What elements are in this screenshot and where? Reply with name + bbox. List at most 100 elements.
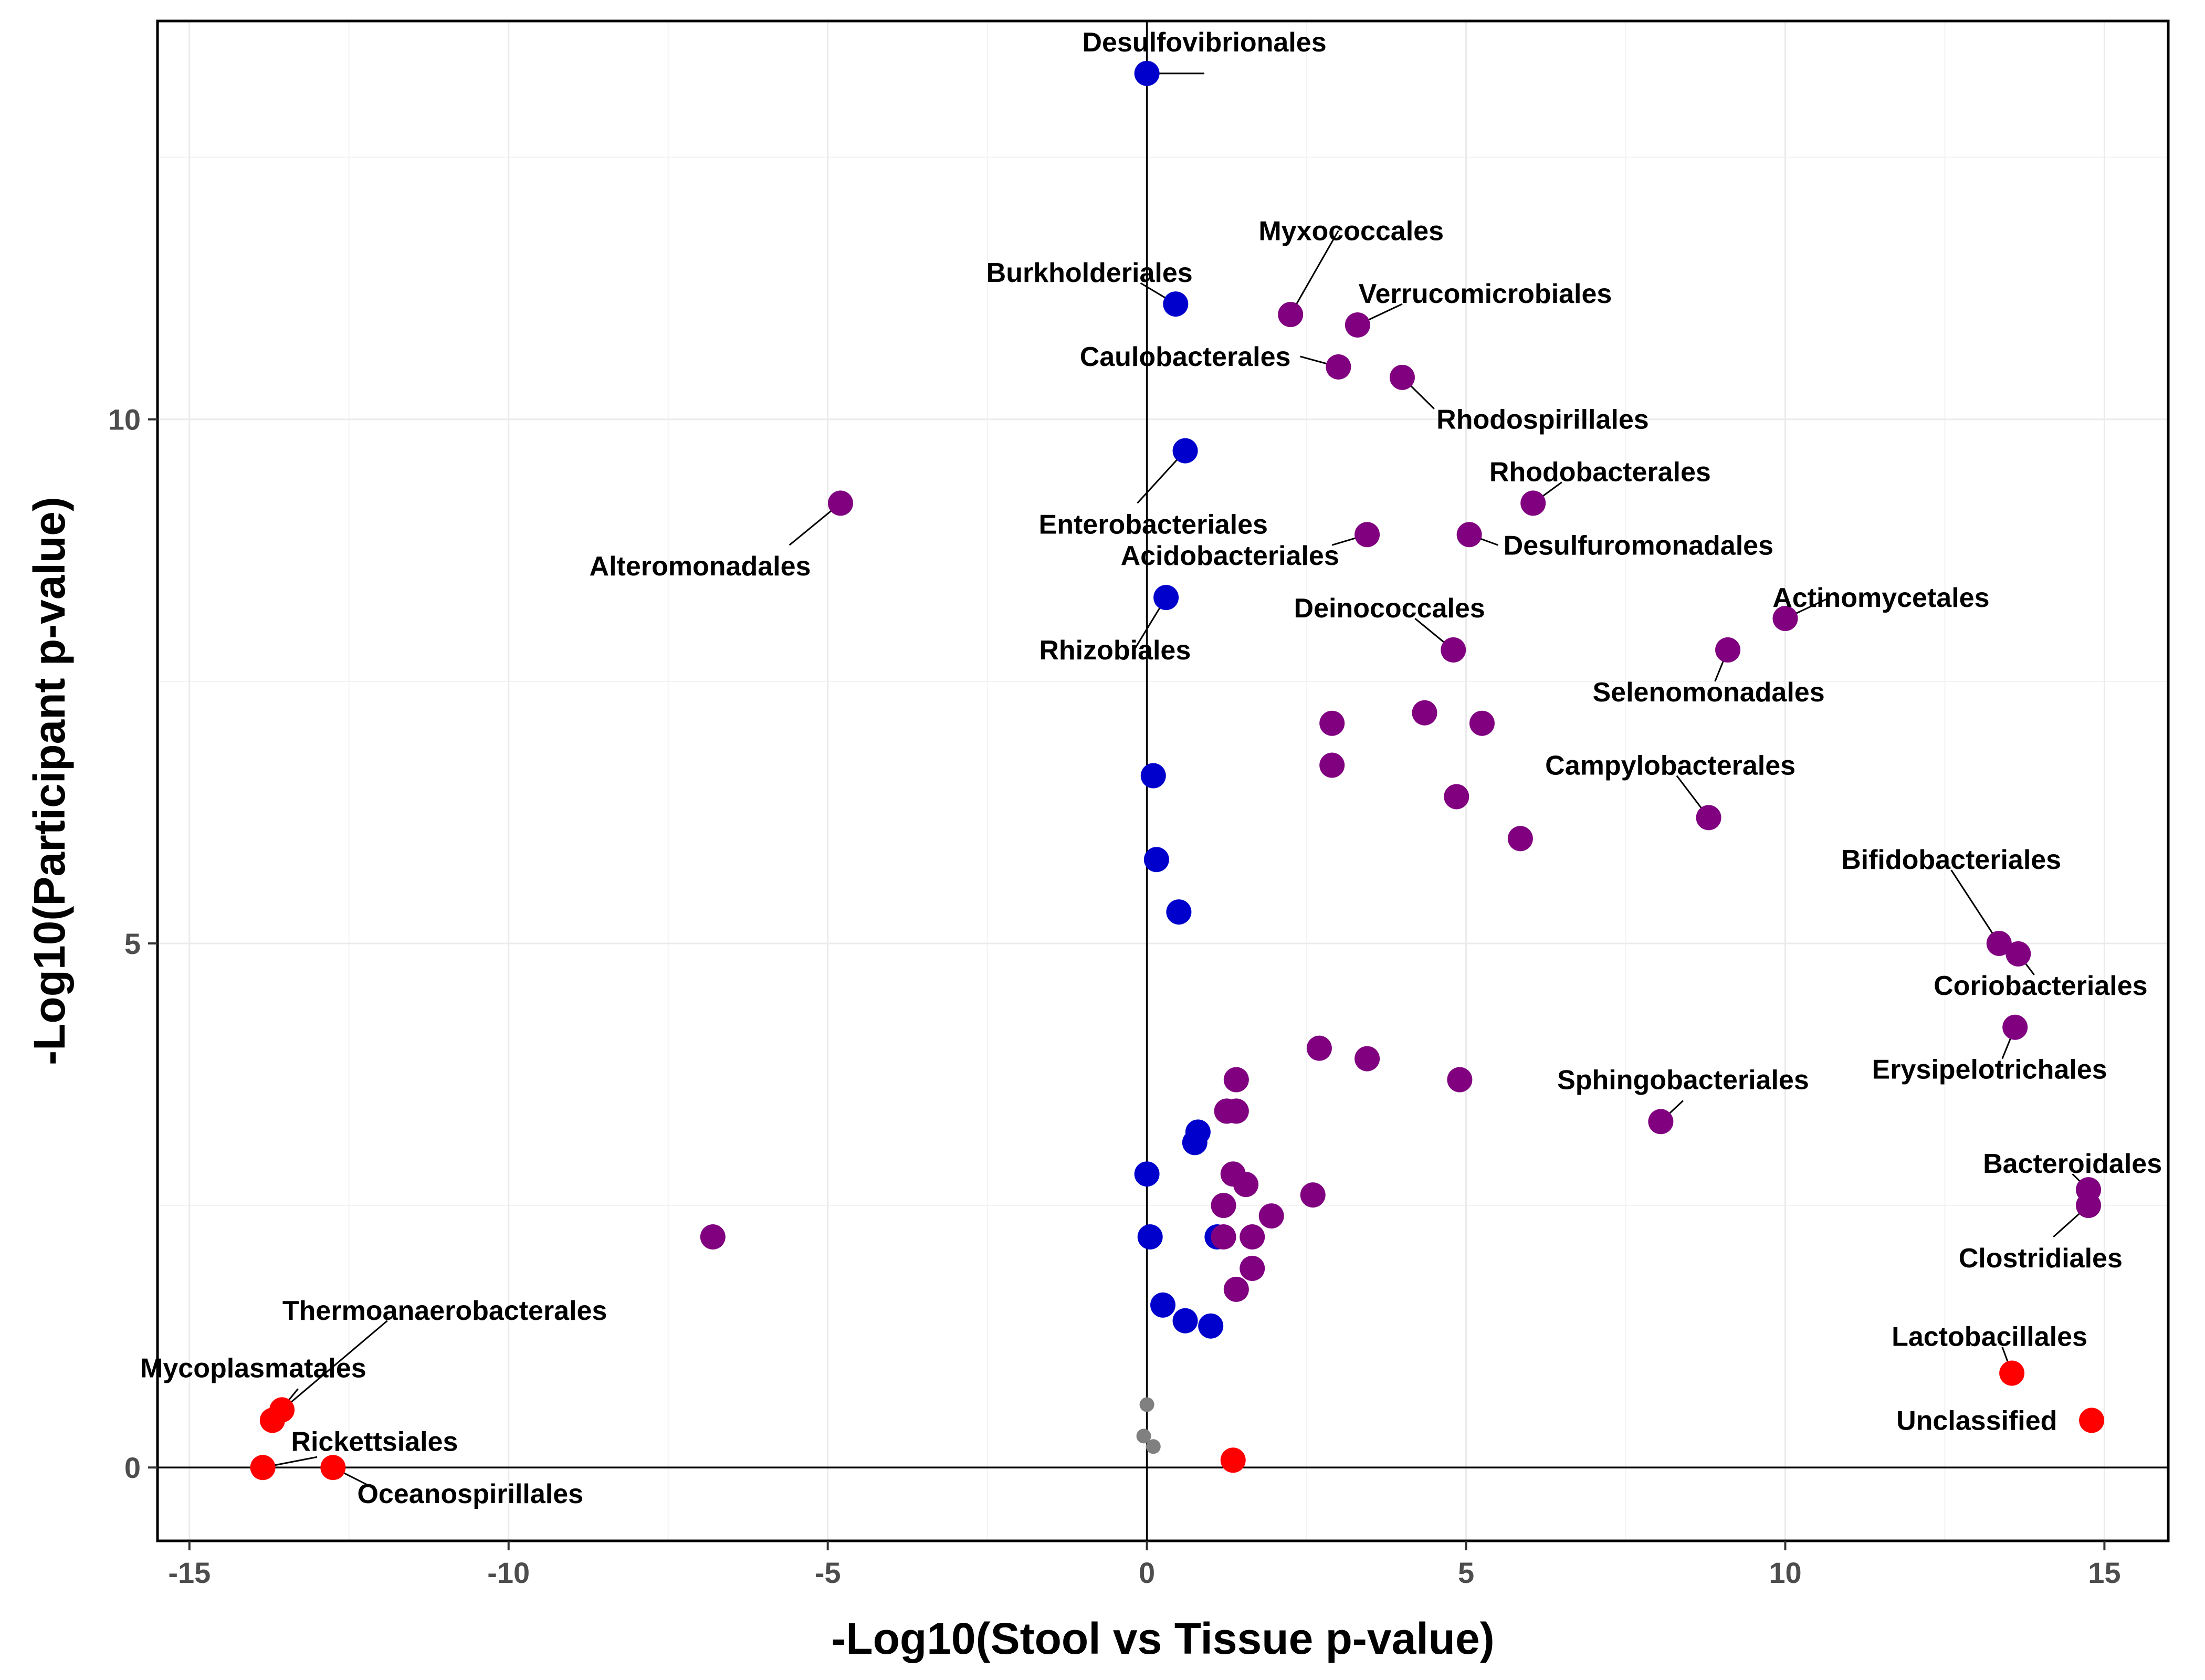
- data-point: [1469, 710, 1495, 736]
- data-point: [1278, 302, 1304, 328]
- data-point: [1220, 1447, 1246, 1473]
- data-point: [1153, 585, 1179, 611]
- x-tick-label: 10: [1769, 1556, 1801, 1589]
- data-point: [1240, 1224, 1265, 1250]
- data-point: [1233, 1172, 1259, 1198]
- point-label: Acidobacteriales: [1121, 541, 1339, 571]
- point-label: Campylobacterales: [1545, 751, 1796, 781]
- data-point: [1143, 847, 1169, 873]
- data-point: [1134, 60, 1160, 86]
- data-point: [1715, 637, 1741, 663]
- point-label: Bifidobacteriales: [1841, 845, 2061, 875]
- data-point: [1447, 1067, 1473, 1093]
- data-point: [1258, 1203, 1284, 1229]
- data-point: [2006, 941, 2031, 967]
- point-label: Coriobacteriales: [1934, 971, 2148, 1001]
- data-point: [2076, 1193, 2102, 1219]
- y-tick-label: 10: [108, 403, 141, 436]
- data-point: [1137, 1224, 1163, 1250]
- data-point: [1139, 1397, 1154, 1412]
- x-tick-label: 15: [2088, 1556, 2120, 1589]
- data-points: [250, 60, 2105, 1480]
- data-point: [1150, 1292, 1175, 1318]
- label-leader-lines: [262, 72, 2092, 1489]
- label-leader-line: [281, 1320, 388, 1411]
- x-tick-label: -5: [815, 1556, 841, 1589]
- point-labels: Desulfovibrionales Burkholderiales Myxococ…: [140, 27, 2162, 1509]
- point-label: Lactobacillales: [1892, 1322, 2087, 1352]
- data-point: [1182, 1130, 1208, 1156]
- data-point: [259, 1408, 285, 1433]
- data-point: [1211, 1224, 1236, 1250]
- data-point: [1223, 1098, 1249, 1124]
- point-label: Deinococcales: [1294, 593, 1485, 624]
- data-point: [1240, 1255, 1265, 1281]
- y-axis-title: -Log10(Participant p-value): [25, 497, 74, 1065]
- x-tick-label: -15: [168, 1556, 211, 1589]
- data-point: [1354, 522, 1380, 548]
- point-label: Actinomycetales: [1772, 583, 1989, 613]
- point-label: Caulobacterales: [1080, 342, 1291, 372]
- point-label: Rhodobacterales: [1489, 457, 1711, 488]
- data-point: [1198, 1313, 1224, 1339]
- data-point: [1134, 1161, 1160, 1187]
- data-point: [1163, 291, 1189, 317]
- data-point: [1223, 1067, 1249, 1093]
- point-label: Enterobacteriales: [1039, 509, 1268, 540]
- data-point: [1172, 438, 1198, 464]
- data-point: [827, 490, 853, 516]
- point-label: Oceanospirillales: [357, 1479, 583, 1509]
- data-point: [1146, 1439, 1161, 1454]
- point-label: Burkholderiales: [986, 258, 1193, 288]
- point-label: Unclassified: [1896, 1405, 2057, 1436]
- data-point: [1986, 930, 2012, 956]
- data-point: [1354, 1046, 1380, 1072]
- data-point: [1345, 312, 1370, 338]
- x-tick-label: 0: [1139, 1556, 1155, 1589]
- data-point: [1412, 700, 1437, 726]
- data-point: [2079, 1408, 2105, 1433]
- data-point: [1326, 354, 1351, 380]
- point-label: Selenomonadales: [1592, 677, 1824, 708]
- data-point: [1696, 805, 1721, 831]
- data-point: [1136, 1429, 1151, 1444]
- data-point: [1319, 710, 1345, 736]
- point-label: Sphingobacteriales: [1557, 1065, 1809, 1096]
- data-point: [250, 1455, 276, 1480]
- data-point: [1319, 752, 1345, 778]
- data-point: [320, 1455, 346, 1480]
- data-point: [1441, 637, 1466, 663]
- data-point: [1172, 1308, 1198, 1334]
- point-label: Desulfovibrionales: [1082, 27, 1326, 58]
- x-tick-label: 5: [1458, 1556, 1474, 1589]
- plot-panel-border: [156, 19, 2170, 1542]
- y-tick-label: 5: [124, 927, 141, 960]
- x-axis-title: -Log10(Stool vs Tissue p-value): [831, 1614, 1494, 1663]
- data-point: [1300, 1182, 1326, 1208]
- data-point: [1223, 1276, 1249, 1302]
- x-tick-label: -10: [487, 1556, 530, 1589]
- label-leader-line: [1289, 230, 1339, 315]
- data-point: [1507, 826, 1533, 852]
- data-point: [1140, 763, 1166, 789]
- data-point: [700, 1224, 726, 1250]
- point-label: Erysipelotrichales: [1872, 1055, 2107, 1085]
- data-point: [1772, 606, 1798, 632]
- point-label: Myxococcales: [1258, 216, 1444, 246]
- y-tick-label: 0: [124, 1451, 141, 1484]
- point-label: Thermoanaerobacterales: [282, 1296, 607, 1326]
- data-point: [1456, 522, 1482, 548]
- data-point: [1999, 1360, 2025, 1386]
- data-point: [1166, 899, 1192, 925]
- point-label: Clostridiales: [1959, 1243, 2123, 1274]
- point-label: Bacteroidales: [1983, 1149, 2162, 1179]
- point-label: Rickettsiales: [291, 1426, 458, 1457]
- data-point: [1444, 784, 1469, 810]
- point-label: Rhizobiales: [1039, 635, 1191, 666]
- data-point: [1306, 1035, 1332, 1061]
- data-point: [2002, 1014, 2028, 1040]
- point-label: Mycoplasmatales: [140, 1353, 366, 1384]
- point-label: Rhodospirillales: [1436, 405, 1649, 435]
- label-leader-line: [1950, 869, 2000, 944]
